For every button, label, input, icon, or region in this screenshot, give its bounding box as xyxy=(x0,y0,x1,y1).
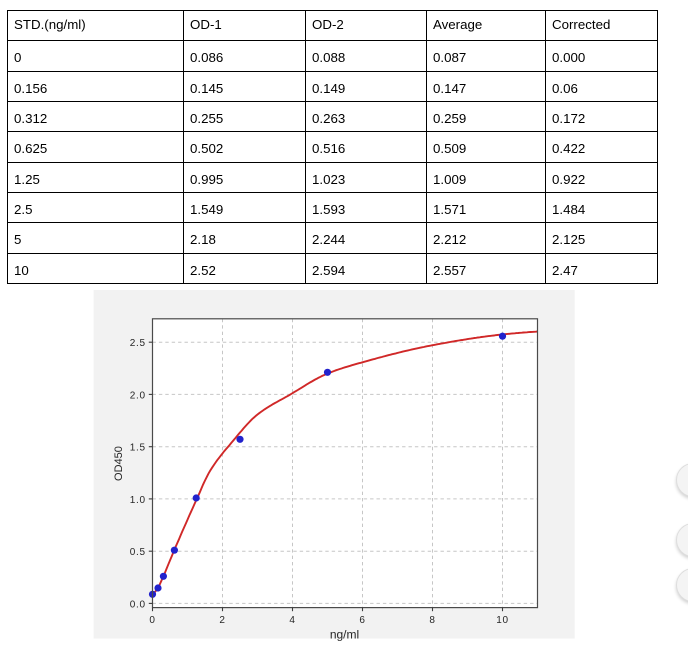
svg-text:1.5: 1.5 xyxy=(130,443,146,454)
svg-text:10: 10 xyxy=(496,615,509,626)
svg-text:4: 4 xyxy=(289,615,295,626)
svg-text:0: 0 xyxy=(149,615,155,626)
svg-text:2: 2 xyxy=(219,615,225,626)
svg-text:0.5: 0.5 xyxy=(130,547,146,558)
svg-text:OD450: OD450 xyxy=(113,446,125,481)
svg-text:6: 6 xyxy=(359,615,365,626)
svg-text:2.5: 2.5 xyxy=(130,338,146,349)
svg-text:ng/ml: ng/ml xyxy=(330,628,359,642)
svg-text:0.0: 0.0 xyxy=(130,599,146,610)
svg-text:1.0: 1.0 xyxy=(130,495,146,506)
svg-text:2.0: 2.0 xyxy=(130,390,146,401)
svg-text:8: 8 xyxy=(429,615,435,626)
